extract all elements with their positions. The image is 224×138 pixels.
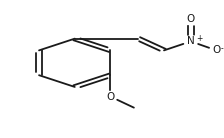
Text: O: O: [212, 45, 221, 55]
Text: O: O: [187, 14, 195, 24]
Text: N: N: [187, 36, 195, 46]
Text: -: -: [221, 44, 224, 53]
Text: O: O: [106, 92, 115, 102]
Text: +: +: [196, 34, 202, 43]
